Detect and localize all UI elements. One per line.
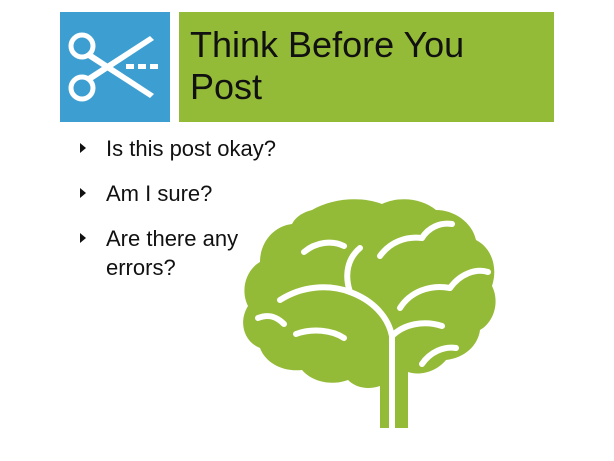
bullet-item-1: Is this post okay? [80, 134, 290, 163]
bullet-list: Is this post okay? Am I sure? Are there … [80, 134, 290, 298]
bullet-item-2: Am I sure? [80, 179, 290, 208]
title-banner: Think Before You Post [179, 12, 554, 122]
bullet-text: Is this post okay? [106, 136, 276, 161]
bullet-arrow-icon [80, 233, 86, 243]
page-title: Think Before You Post [190, 24, 465, 107]
bullet-text: Are there any errors? [106, 226, 239, 280]
bullet-arrow-icon [80, 143, 86, 153]
scissors-icon-tile [60, 12, 170, 122]
scissors-icon [68, 32, 158, 102]
bullet-text: Am I sure? [106, 181, 213, 206]
brain-icon [243, 199, 496, 431]
bullet-item-3: Are there any errors? [80, 224, 290, 282]
bullet-arrow-icon [80, 188, 86, 198]
brain-illustration [240, 196, 500, 432]
